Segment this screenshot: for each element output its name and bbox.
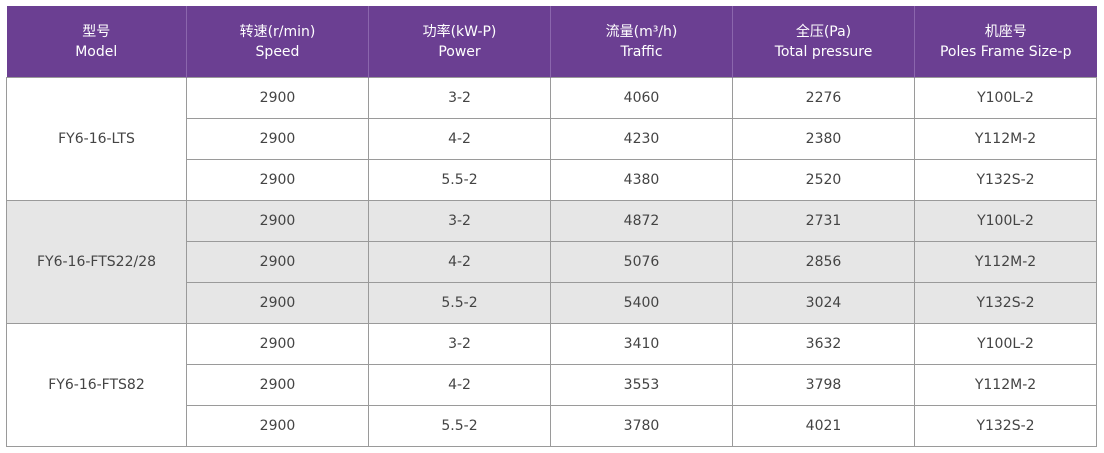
power-cell: 4-2 <box>368 364 551 406</box>
pressure-cell: 3024 <box>732 282 915 324</box>
table-row: FY6-16-FTS82 2900 3-2 3410 3632 Y100L-2 <box>6 323 1097 447</box>
speed-cell: 2900 <box>186 282 369 324</box>
header-traffic: 流量(m³/h) Traffic <box>550 6 733 78</box>
frame-size-cell: Y112M-2 <box>914 118 1097 160</box>
table-row: 2900 4-2 3553 3798 Y112M-2 <box>7 364 1097 406</box>
table-header-row: 型号 Model 转速(r/min) Speed 功率(kW-P) Power … <box>6 6 1097 78</box>
speed-cell: 2900 <box>186 159 369 201</box>
frame-size-cell: Y100L-2 <box>914 323 1097 365</box>
header-frame-size-cn: 机座号 <box>984 23 1027 40</box>
header-power-en: Power <box>438 43 481 60</box>
frame-size-cell: Y132S-2 <box>914 159 1097 201</box>
power-cell: 3-2 <box>368 200 551 242</box>
traffic-cell: 4872 <box>550 200 733 242</box>
frame-size-cell: Y112M-2 <box>914 364 1097 406</box>
speed-cell: 2900 <box>186 77 369 119</box>
traffic-cell: 3410 <box>550 323 733 365</box>
model-cell: FY6-16-LTS <box>6 77 187 201</box>
speed-cell: 2900 <box>186 405 369 447</box>
speed-cell: 2900 <box>186 118 369 160</box>
model-cell: FY6-16-FTS22/28 <box>6 200 187 324</box>
power-cell: 3-2 <box>368 77 551 119</box>
frame-size-cell: Y112M-2 <box>914 241 1097 283</box>
pressure-cell: 2731 <box>732 200 915 242</box>
header-model-cn: 型号 <box>82 23 111 40</box>
speed-cell: 2900 <box>186 241 369 283</box>
power-cell: 5.5-2 <box>368 159 551 201</box>
header-pressure: 全压(Pa) Total pressure <box>732 6 915 78</box>
header-power: 功率(kW-P) Power <box>368 6 551 78</box>
header-power-cn: 功率(kW-P) <box>422 23 497 40</box>
table-row: FY6-16-LTS 2900 3-2 4060 2276 Y100L-2 <box>6 77 1097 201</box>
header-pressure-cn: 全压(Pa) <box>795 23 852 40</box>
traffic-cell: 5400 <box>550 282 733 324</box>
traffic-cell: 4380 <box>550 159 733 201</box>
power-cell: 3-2 <box>368 323 551 365</box>
traffic-cell: 4060 <box>550 77 733 119</box>
header-frame-size-en: Poles Frame Size-p <box>939 43 1072 60</box>
spec-table-container: 型号 Model 转速(r/min) Speed 功率(kW-P) Power … <box>6 6 1097 447</box>
frame-size-cell: Y132S-2 <box>914 405 1097 447</box>
speed-cell: 2900 <box>186 364 369 406</box>
traffic-cell: 5076 <box>550 241 733 283</box>
header-model-en: Model <box>75 43 118 60</box>
traffic-cell: 3780 <box>550 405 733 447</box>
frame-size-cell: Y100L-2 <box>914 200 1097 242</box>
header-speed: 转速(r/min) Speed <box>186 6 369 78</box>
power-cell: 5.5-2 <box>368 282 551 324</box>
header-pressure-en: Total pressure <box>774 43 873 60</box>
power-cell: 4-2 <box>368 241 551 283</box>
pressure-cell: 2276 <box>732 77 915 119</box>
table-row: 2900 4-2 4230 2380 Y112M-2 <box>7 118 1097 160</box>
table-row: 2900 5.5-2 4380 2520 Y132S-2 <box>7 159 1097 201</box>
table-row: 2900 5.5-2 3780 4021 Y132S-2 <box>7 405 1097 447</box>
pressure-cell: 3632 <box>732 323 915 365</box>
speed-cell: 2900 <box>186 323 369 365</box>
pressure-cell: 2520 <box>732 159 915 201</box>
pressure-cell: 3798 <box>732 364 915 406</box>
table-row: 2900 5.5-2 5400 3024 Y132S-2 <box>7 282 1097 324</box>
fan-spec-table: 型号 Model 转速(r/min) Speed 功率(kW-P) Power … <box>6 6 1097 447</box>
frame-size-cell: Y132S-2 <box>914 282 1097 324</box>
power-cell: 4-2 <box>368 118 551 160</box>
traffic-cell: 4230 <box>550 118 733 160</box>
frame-size-cell: Y100L-2 <box>914 77 1097 119</box>
header-frame-size: 机座号 Poles Frame Size-p <box>914 6 1097 78</box>
pressure-cell: 2856 <box>732 241 915 283</box>
model-cell: FY6-16-FTS82 <box>6 323 187 447</box>
table-row: 2900 4-2 5076 2856 Y112M-2 <box>7 241 1097 283</box>
power-cell: 5.5-2 <box>368 405 551 447</box>
header-speed-cn: 转速(r/min) <box>239 23 316 40</box>
table-row: FY6-16-FTS22/28 2900 3-2 4872 2731 Y100L… <box>6 200 1097 324</box>
header-speed-en: Speed <box>255 43 300 60</box>
header-traffic-en: Traffic <box>620 43 663 60</box>
pressure-cell: 4021 <box>732 405 915 447</box>
header-model: 型号 Model <box>6 6 187 78</box>
speed-cell: 2900 <box>186 200 369 242</box>
pressure-cell: 2380 <box>732 118 915 160</box>
header-traffic-cn: 流量(m³/h) <box>605 23 678 40</box>
traffic-cell: 3553 <box>550 364 733 406</box>
